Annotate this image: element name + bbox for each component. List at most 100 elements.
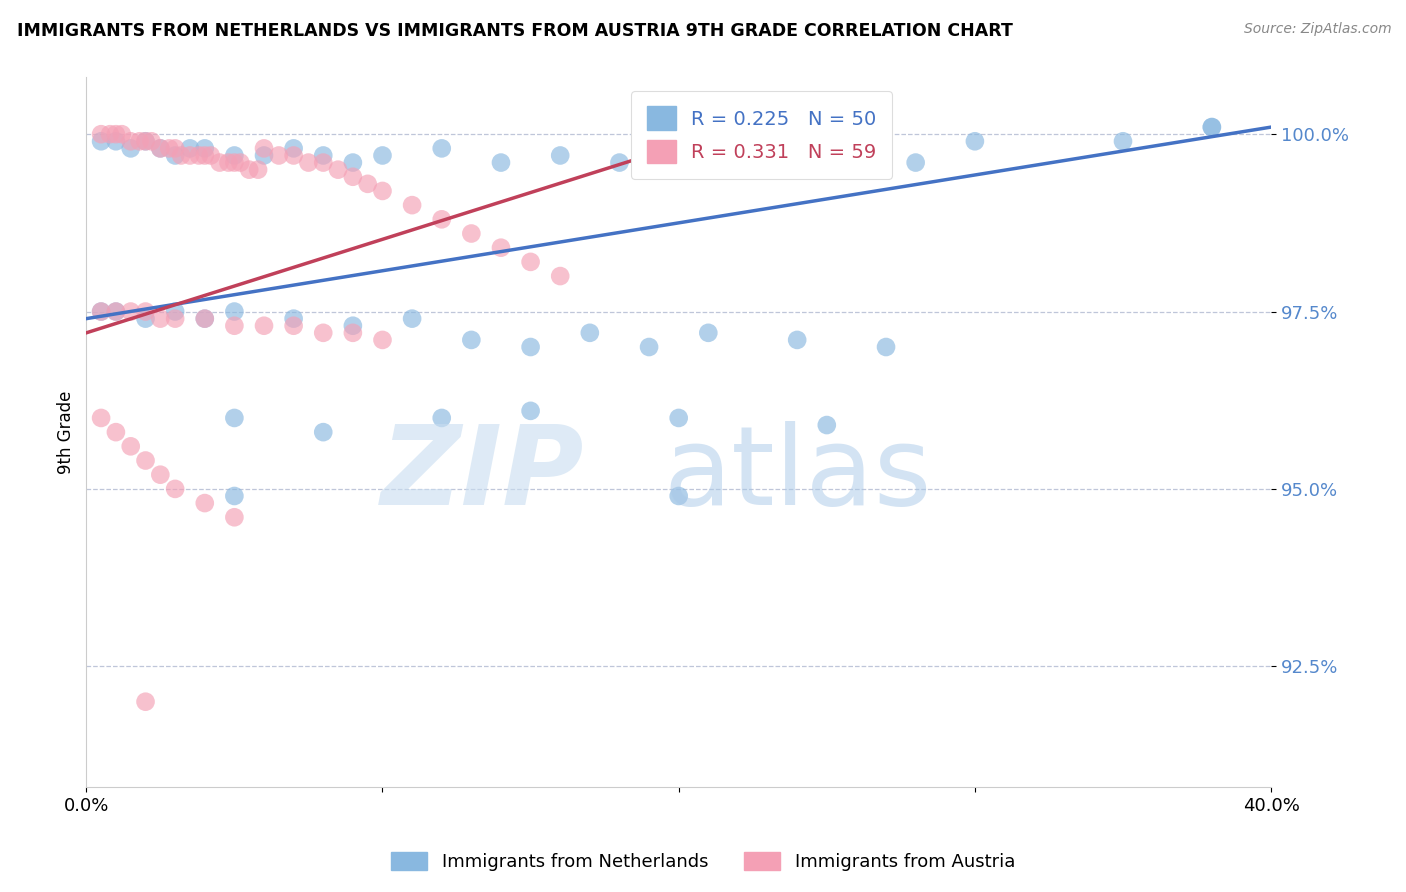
Point: [904, 155, 927, 169]
Point: [519, 255, 541, 269]
Point: [194, 311, 217, 326]
Point: [194, 496, 217, 510]
Point: [401, 198, 423, 212]
Point: [149, 141, 172, 155]
Text: IMMIGRANTS FROM NETHERLANDS VS IMMIGRANTS FROM AUSTRIA 9TH GRADE CORRELATION CHA: IMMIGRANTS FROM NETHERLANDS VS IMMIGRANT…: [17, 22, 1012, 40]
Point: [815, 418, 838, 433]
Point: [149, 311, 172, 326]
Point: [815, 141, 838, 155]
Point: [1201, 120, 1223, 134]
Point: [149, 141, 172, 155]
Point: [165, 148, 187, 162]
Point: [90, 304, 112, 318]
Point: [224, 489, 246, 503]
Point: [430, 212, 453, 227]
Point: [224, 304, 246, 318]
Point: [141, 134, 163, 148]
Point: [247, 162, 270, 177]
Point: [668, 148, 690, 162]
Point: [179, 148, 201, 162]
Point: [120, 134, 142, 148]
Point: [326, 162, 349, 177]
Point: [371, 184, 394, 198]
Point: [638, 340, 661, 354]
Point: [238, 162, 260, 177]
Point: [283, 311, 305, 326]
Point: [786, 333, 808, 347]
Point: [668, 411, 690, 425]
Point: [312, 425, 335, 439]
Text: ZIP: ZIP: [381, 421, 583, 528]
Point: [489, 155, 512, 169]
Point: [1201, 120, 1223, 134]
Point: [253, 318, 276, 333]
Point: [120, 439, 142, 453]
Point: [371, 333, 394, 347]
Point: [194, 311, 217, 326]
Point: [224, 411, 246, 425]
Point: [283, 141, 305, 155]
Point: [194, 148, 217, 162]
Point: [128, 134, 150, 148]
Point: [224, 148, 246, 162]
Point: [135, 695, 157, 709]
Point: [104, 304, 127, 318]
Point: [342, 326, 364, 340]
Point: [401, 311, 423, 326]
Point: [104, 304, 127, 318]
Point: [297, 155, 319, 169]
Point: [371, 148, 394, 162]
Point: [90, 127, 112, 141]
Point: [548, 268, 571, 283]
Point: [135, 134, 157, 148]
Point: [357, 177, 380, 191]
Point: [217, 155, 239, 169]
Point: [668, 489, 690, 503]
Point: [963, 134, 986, 148]
Legend: Immigrants from Netherlands, Immigrants from Austria: Immigrants from Netherlands, Immigrants …: [384, 845, 1022, 879]
Point: [253, 141, 276, 155]
Point: [90, 411, 112, 425]
Point: [224, 318, 246, 333]
Point: [283, 318, 305, 333]
Point: [579, 326, 602, 340]
Point: [430, 411, 453, 425]
Point: [165, 304, 187, 318]
Point: [165, 141, 187, 155]
Point: [267, 148, 290, 162]
Point: [609, 155, 631, 169]
Text: atlas: atlas: [662, 421, 931, 528]
Text: Source: ZipAtlas.com: Source: ZipAtlas.com: [1244, 22, 1392, 37]
Point: [875, 340, 897, 354]
Point: [200, 148, 222, 162]
Point: [149, 467, 172, 482]
Point: [283, 148, 305, 162]
Point: [224, 510, 246, 524]
Point: [342, 169, 364, 184]
Point: [179, 141, 201, 155]
Point: [98, 127, 121, 141]
Point: [165, 311, 187, 326]
Point: [460, 227, 482, 241]
Point: [135, 134, 157, 148]
Point: [120, 304, 142, 318]
Point: [170, 148, 193, 162]
Point: [165, 482, 187, 496]
Point: [1112, 134, 1135, 148]
Point: [104, 134, 127, 148]
Point: [519, 340, 541, 354]
Point: [90, 134, 112, 148]
Point: [519, 404, 541, 418]
Point: [187, 148, 209, 162]
Legend: R = 0.225   N = 50, R = 0.331   N = 59: R = 0.225 N = 50, R = 0.331 N = 59: [631, 91, 893, 179]
Point: [253, 148, 276, 162]
Y-axis label: 9th Grade: 9th Grade: [58, 391, 75, 474]
Point: [548, 148, 571, 162]
Point: [489, 241, 512, 255]
Point: [120, 141, 142, 155]
Point: [135, 311, 157, 326]
Point: [135, 453, 157, 467]
Point: [727, 148, 749, 162]
Point: [342, 155, 364, 169]
Point: [312, 326, 335, 340]
